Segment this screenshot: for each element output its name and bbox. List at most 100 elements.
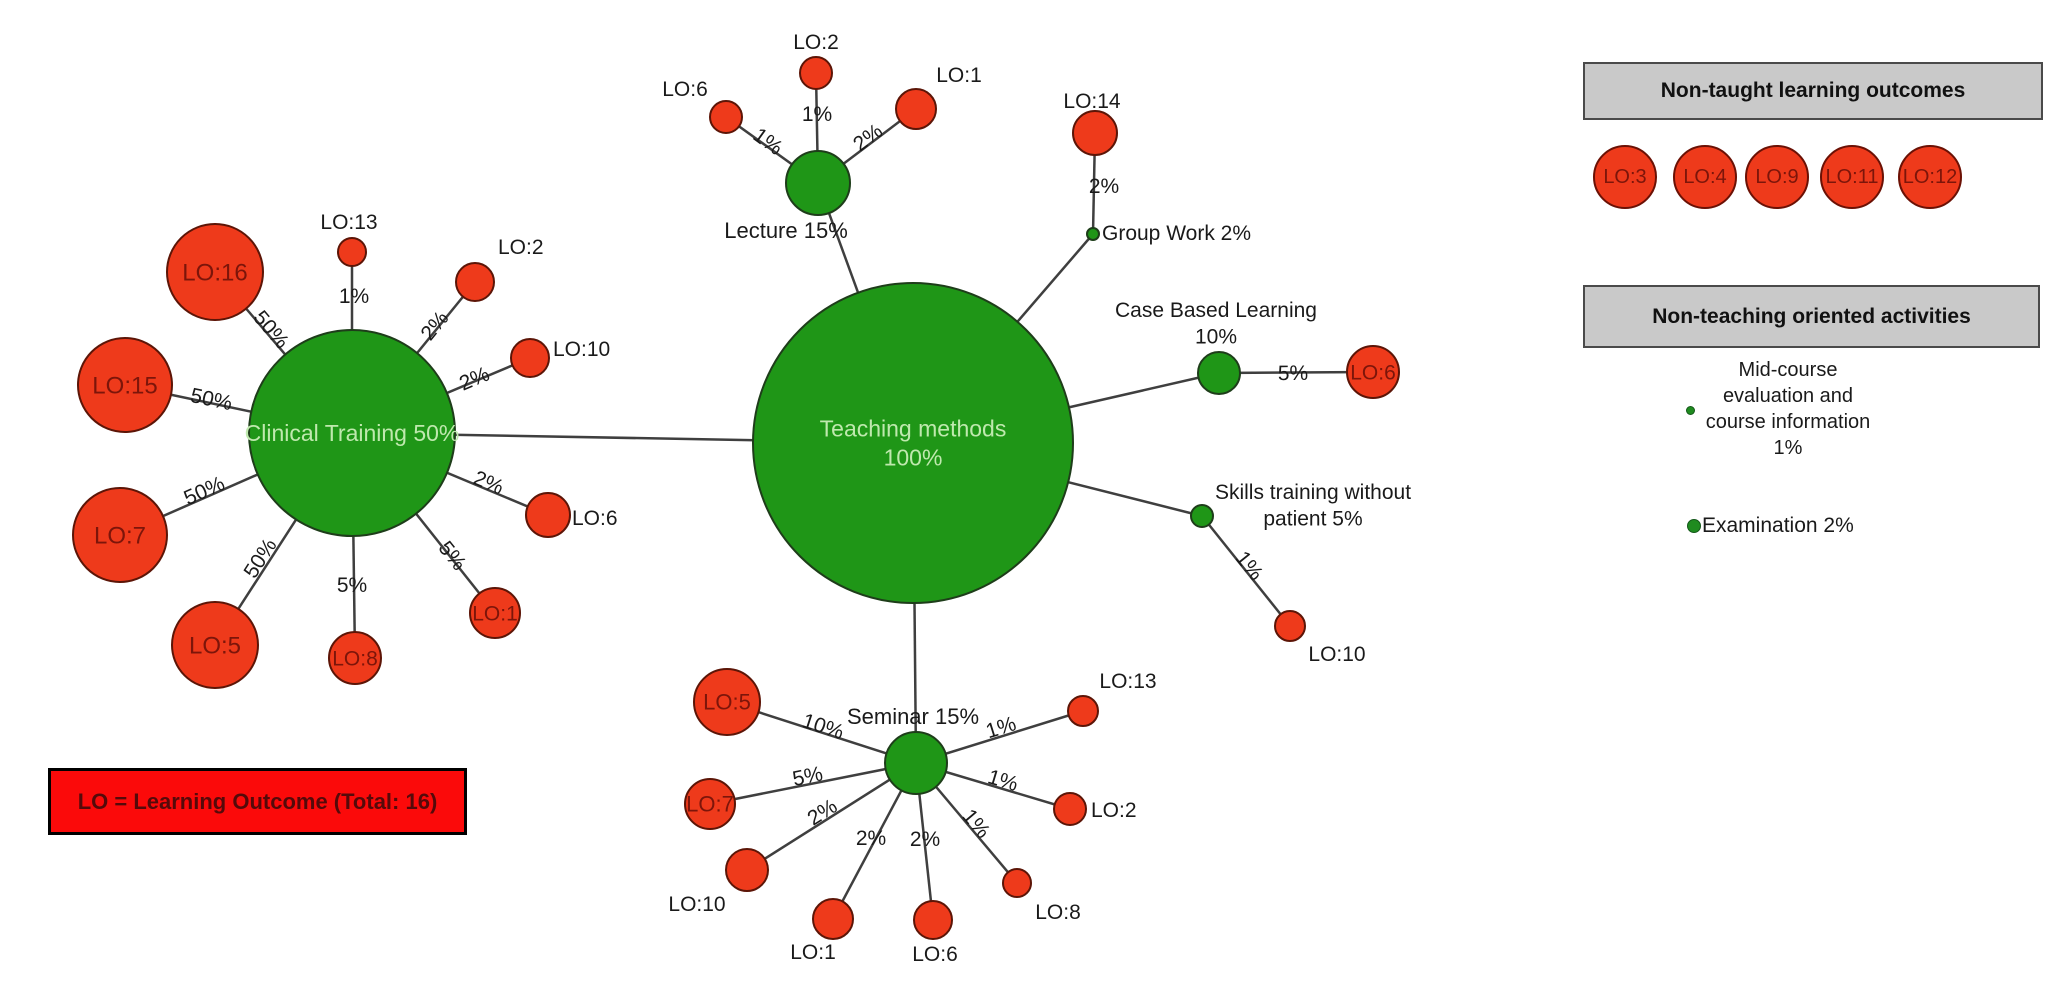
node-label-se1: LO:1 (790, 941, 836, 964)
outcome-node-c6 (525, 492, 571, 538)
edge-weight-label: 1% (339, 285, 369, 308)
edge-weight-label: 50% (181, 472, 229, 510)
outcome-node-c15 (77, 337, 173, 433)
edge-skills-s10 (1201, 515, 1291, 627)
outcome-node-c1 (469, 587, 521, 639)
outcome-node-l1 (895, 88, 937, 130)
non-taught-lo-label: LO:11 (1825, 165, 1879, 188)
outcome-node-se6 (913, 900, 953, 940)
mid-course-dot-icon (1686, 406, 1695, 415)
edge-weight-label: 1% (983, 712, 1019, 743)
node-label-c15: LO:15 (92, 372, 157, 399)
node-label-skills: patient 5% (1263, 507, 1362, 530)
mid-course-line: 1% (1773, 437, 1803, 459)
outcome-node-c10 (510, 338, 550, 378)
node-label-c1: LO:1 (472, 602, 518, 625)
non-taught-lo-circle: LO:11 (1820, 145, 1884, 209)
edge-weight-label: 50% (249, 306, 294, 353)
node-label-teaching: Teaching methods (820, 416, 1007, 442)
node-label-l1: LO:1 (936, 64, 982, 87)
node-label-se7: LO:7 (686, 792, 734, 817)
legend-box: LO = Learning Outcome (Total: 16) (48, 768, 467, 835)
mid-course-activity: Mid-course evaluation and course informa… (1658, 357, 1918, 461)
node-label-seminar: Seminar 15% (847, 704, 979, 729)
non-taught-lo-circle: LO:9 (1745, 145, 1809, 209)
node-label-lecture: Lecture 15% (724, 218, 848, 243)
examination-dot-icon (1687, 519, 1701, 533)
edge-weight-label: 2% (416, 307, 453, 345)
outcome-node-l2 (799, 56, 833, 90)
edge-weight-label: 1% (1231, 547, 1268, 585)
node-label-teaching: 100% (884, 444, 943, 470)
edge-seminar-se7 (709, 761, 917, 806)
method-node-teaching (752, 282, 1074, 604)
method-node-cbl (1197, 351, 1241, 395)
non-taught-lo-label: LO:9 (1755, 165, 1799, 188)
node-label-groupwork: Group Work 2% (1102, 222, 1251, 245)
edge-weight-label: 50% (188, 384, 234, 415)
node-label-s10: LO:10 (1308, 643, 1365, 666)
node-label-c10: LO:10 (553, 338, 610, 361)
node-label-cbl: 10% (1195, 325, 1237, 348)
outcome-node-c5 (171, 601, 259, 689)
edge-seminar-se10 (746, 761, 917, 872)
legend-text: LO = Learning Outcome (Total: 16) (77, 788, 438, 814)
method-node-groupwork (1086, 227, 1100, 241)
non-teaching-activities-title: Non-teaching oriented activities (1652, 304, 1971, 328)
outcome-node-g14 (1072, 110, 1118, 156)
node-label-cbl: Case Based Learning (1115, 299, 1317, 322)
edge-weight-label: 5% (1278, 362, 1309, 385)
non-taught-outcomes-title: Non-taught learning outcomes (1660, 79, 1966, 102)
mid-course-line: course information (1705, 411, 1871, 433)
node-label-c16: LO:16 (182, 259, 247, 286)
edge-weight-label: 2% (1089, 175, 1119, 198)
node-label-c8: LO:8 (332, 647, 378, 670)
outcome-node-c16 (166, 223, 264, 321)
node-label-se10: LO:10 (668, 893, 725, 916)
outcome-node-s10 (1274, 610, 1306, 642)
outcome-node-cb6 (1346, 345, 1400, 399)
method-node-skills (1190, 504, 1214, 528)
non-taught-lo-label: LO:12 (1902, 165, 1958, 188)
outcome-node-se7 (684, 778, 736, 830)
non-teaching-activities-header: Non-teaching oriented activities (1583, 285, 2040, 348)
edge-weight-label: 1% (802, 103, 832, 126)
non-taught-outcomes-header: Non-taught learning outcomes (1583, 62, 2043, 120)
outcome-node-c2 (455, 262, 495, 302)
outcome-node-c13 (337, 237, 367, 267)
outcome-node-se1 (812, 898, 854, 940)
outcome-node-se13 (1067, 695, 1099, 727)
non-taught-lo-circle: LO:3 (1593, 145, 1657, 209)
edge-weight-label: 5% (337, 574, 367, 597)
node-label-c6: LO:6 (572, 507, 618, 530)
node-label-skills: Skills training without (1215, 481, 1411, 504)
mid-course-line: Mid-course (1738, 359, 1838, 381)
edge-weight-label: 1% (749, 124, 787, 160)
edge-weight-label: 2% (804, 795, 842, 831)
node-label-l2: LO:2 (793, 31, 839, 54)
non-taught-lo-circle: LO:12 (1898, 145, 1962, 209)
edge-weight-label: 10% (799, 709, 846, 744)
non-taught-lo-circle: LO:4 (1673, 145, 1737, 209)
mid-course-line: evaluation and (1722, 385, 1854, 407)
node-label-cb6: LO:6 (1350, 361, 1396, 384)
edge-weight-label: 2% (856, 827, 886, 850)
node-label-se2: LO:2 (1091, 799, 1137, 822)
outcome-node-se8 (1002, 868, 1032, 898)
node-label-se8: LO:8 (1035, 901, 1081, 924)
node-label-se13: LO:13 (1099, 670, 1156, 693)
edge-weight-label: 2% (849, 119, 887, 156)
method-node-seminar (884, 731, 948, 795)
node-label-c5: LO:5 (189, 632, 241, 659)
node-label-l6: LO:6 (662, 78, 708, 101)
outcome-node-se10 (725, 848, 769, 892)
node-label-c2: LO:2 (498, 236, 544, 259)
node-label-g14: LO:14 (1063, 90, 1121, 113)
node-label-c13: LO:13 (320, 211, 377, 234)
non-taught-lo-label: LO:3 (1603, 165, 1647, 188)
node-label-se6: LO:6 (912, 943, 958, 966)
outcome-node-l6 (709, 100, 743, 134)
edge-weight-label: 50% (239, 535, 281, 583)
